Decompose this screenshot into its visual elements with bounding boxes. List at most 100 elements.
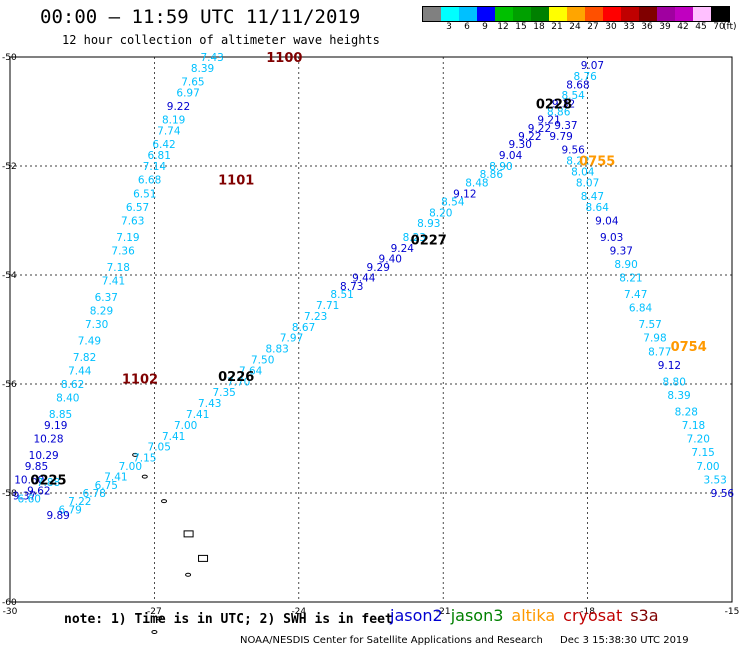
wave-height-label: 7.19 bbox=[116, 232, 139, 244]
wave-height-label: 7.57 bbox=[638, 319, 661, 331]
wave-height-label: 9.85 bbox=[25, 461, 48, 473]
wave-height-label: 8.90 bbox=[489, 161, 512, 173]
wave-height-label: 3.53 bbox=[703, 474, 726, 486]
wave-height-label: 7.23 bbox=[304, 311, 327, 323]
y-tick-label: -60 bbox=[2, 598, 17, 608]
wave-height-label: 6.79 bbox=[58, 504, 81, 516]
wave-height-label: 6.97 bbox=[176, 87, 199, 99]
wave-height-label: 7.47 bbox=[624, 289, 647, 301]
wave-height-label: 9.19 bbox=[44, 420, 67, 432]
wave-height-label: 7.82 bbox=[73, 352, 96, 364]
chart-subtitle: 12 hour collection of altimeter wave hei… bbox=[62, 33, 380, 47]
wave-height-label: 9.03 bbox=[600, 232, 623, 244]
y-tick-label: -54 bbox=[2, 271, 17, 281]
wave-height-label: 7.35 bbox=[212, 387, 235, 399]
wave-height-label: 7.97 bbox=[280, 333, 303, 345]
generated-timestamp: Dec 3 15:38:30 UTC 2019 bbox=[560, 635, 689, 646]
island-dot bbox=[141, 474, 148, 479]
wave-height-label: 9.22 bbox=[528, 123, 551, 135]
wave-height-label: 7.36 bbox=[111, 245, 135, 257]
color-scale-label: 70 bbox=[713, 22, 725, 32]
wave-height-label: 7.74 bbox=[157, 126, 181, 138]
wave-height-label: 6.81 bbox=[148, 150, 171, 162]
wave-height-label: 7.64 bbox=[239, 365, 263, 377]
wave-height-label: 9.12 bbox=[453, 188, 476, 200]
color-swatch bbox=[675, 7, 693, 21]
wave-height-label: 6.84 bbox=[629, 303, 653, 315]
wave-height-label: 8.54 bbox=[441, 196, 465, 208]
wave-height-label: 8.93 bbox=[417, 218, 440, 230]
y-tick-label: -52 bbox=[2, 162, 17, 172]
wave-height-label: 8.39 bbox=[191, 63, 214, 75]
color-swatch bbox=[585, 7, 603, 21]
color-scale-label: 3 bbox=[446, 22, 452, 32]
island-outline bbox=[198, 554, 209, 562]
wave-height-label: 8.86 bbox=[480, 169, 504, 181]
wave-height-label: 9.22 bbox=[167, 101, 190, 113]
color-swatch bbox=[495, 7, 513, 21]
wave-height-label: 7.00 bbox=[696, 461, 719, 473]
wave-height-label: 7.18 bbox=[107, 262, 130, 274]
wave-height-label: 6.57 bbox=[126, 202, 149, 214]
island-dot bbox=[132, 452, 139, 457]
island-dot bbox=[185, 572, 192, 577]
wave-height-label: 7.00 bbox=[174, 420, 197, 432]
wave-height-label: 8.48 bbox=[465, 177, 488, 189]
x-tick-label: -24 bbox=[291, 607, 306, 617]
chart-title: 00:00 – 11:59 UTC 11/11/2019 bbox=[40, 6, 361, 28]
wave-height-label: 7.41 bbox=[162, 431, 185, 443]
wave-height-label: 9.56 bbox=[561, 145, 585, 157]
color-scale-labels: 3 6 9 12 15 18 21 24 27 30 33 36 39 42 45 70 bbox=[422, 22, 728, 32]
wave-height-label: 9.04 bbox=[499, 150, 523, 162]
wave-height-label: 8.21 bbox=[619, 273, 642, 285]
wave-height-label: 9.37 bbox=[554, 120, 577, 132]
color-scale-label: 15 bbox=[515, 22, 527, 32]
wave-height-label: 9.30 bbox=[509, 139, 532, 151]
wave-height-label: 8.19 bbox=[162, 115, 185, 127]
color-scale-label: 27 bbox=[587, 22, 599, 32]
color-scale-label: 36 bbox=[641, 22, 653, 32]
wave-height-label: 8.90 bbox=[614, 259, 637, 271]
agency-credit: NOAA/NESDIS Center for Satellite Applica… bbox=[240, 635, 543, 646]
wave-height-label: 8.80 bbox=[663, 376, 686, 388]
wave-height-label: 9.07 bbox=[581, 60, 604, 72]
x-tick-label: -27 bbox=[147, 607, 162, 617]
wave-height-label: 9.32 bbox=[552, 98, 575, 110]
x-tick-label: -30 bbox=[3, 607, 18, 617]
wave-height-label: 9.56 bbox=[711, 488, 735, 500]
wave-height-label: 7.44 bbox=[68, 365, 92, 377]
wave-height-label: 8.83 bbox=[265, 344, 288, 356]
color-swatch bbox=[711, 7, 729, 21]
wave-height-label: 9.04 bbox=[595, 216, 619, 228]
pass-time-label: 1100 bbox=[266, 51, 302, 66]
wave-height-label: 7.41 bbox=[186, 409, 209, 421]
wave-height-label: 7.15 bbox=[691, 447, 714, 459]
wave-height-label: 8.68 bbox=[566, 79, 589, 91]
plot-frame bbox=[9, 56, 733, 603]
wave-height-label: 9.29 bbox=[367, 262, 390, 274]
y-tick-label: -58 bbox=[2, 489, 17, 499]
color-scale-label: 6 bbox=[464, 22, 470, 32]
y-tick-label: -50 bbox=[2, 53, 17, 63]
wave-height-label: 6.42 bbox=[152, 139, 175, 151]
color-swatch bbox=[513, 7, 531, 21]
color-scale-label: 9 bbox=[482, 22, 488, 32]
wave-height-label: 10.29 bbox=[29, 450, 59, 462]
x-tick-label: -18 bbox=[580, 607, 595, 617]
wave-height-label: 8.51 bbox=[330, 289, 353, 301]
wave-height-label: 7.63 bbox=[121, 216, 144, 228]
color-scale-label: 45 bbox=[695, 22, 707, 32]
color-scale-label: 39 bbox=[659, 22, 671, 32]
footnote: note: 1) Time is in UTC; 2) SWH is in fe… bbox=[64, 612, 393, 627]
wave-height-label: 9.37 bbox=[610, 245, 633, 257]
wave-height-label: 7.43 bbox=[200, 52, 223, 64]
pass-time-label: 1102 bbox=[122, 373, 158, 388]
wave-height-label: 7.30 bbox=[85, 319, 108, 331]
wave-height-label: 8.29 bbox=[90, 305, 113, 317]
wave-height-label: 7.22 bbox=[68, 496, 91, 508]
wave-height-label: 6.75 bbox=[95, 480, 118, 492]
wave-height-label: 7.05 bbox=[148, 442, 171, 454]
island-dot bbox=[156, 616, 163, 621]
